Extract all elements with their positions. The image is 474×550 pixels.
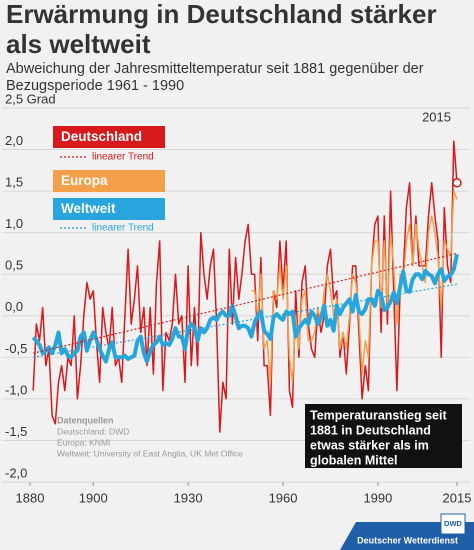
legend-label: Deutschland [61,129,142,144]
x-tick-label: 2015 [443,490,472,505]
footer-logo: DWD [444,519,462,528]
title-line: als weltweit [6,29,151,59]
footer-logo-box [440,513,466,535]
y-tick-label: 0,0 [5,299,23,314]
trend-line [33,283,458,358]
sources-line: Europa: KNMI [57,437,110,447]
series-line [251,190,458,384]
trend-line [33,252,458,354]
y-tick-label: 1,0 [5,216,23,231]
y-tick-label: 2,5 Grad [5,91,56,106]
footer-text: Deutscher Wetterdienst [357,535,458,545]
highlight-label: 2015 [422,109,451,124]
y-tick-label: 2,0 [5,133,23,148]
x-tick-label: 1880 [16,490,45,505]
x-tick-label: 1960 [269,490,298,505]
legend-label: Europa [61,173,108,188]
y-tick-label: -1,0 [5,382,27,397]
subtitle-line: Abweichung der Jahresmitteltemperatur se… [6,61,424,77]
y-tick-label: 0,5 [5,258,23,273]
subtitle-line: Bezugsperiode 1961 - 1990 [6,78,184,94]
x-tick-label: 1990 [363,490,392,505]
legend-label: Weltweit [61,201,116,216]
annotation-line: globalen Mittel [310,453,398,467]
legend-box [53,198,165,220]
y-tick-label: 1,5 [5,175,23,190]
legend-label: linearer Trend [92,223,154,234]
annotation-line: Temperaturanstieg seit [310,408,447,422]
annotation-box [305,404,462,468]
sources-title: Datenquellen [57,415,114,425]
sources-line: Weltweit: University of East Anglia, UK … [57,448,243,458]
y-tick-label: -0,5 [5,341,27,356]
sources-line: Deutschland: DWD [57,426,129,436]
x-tick-label: 1930 [174,490,203,505]
legend-box [53,170,165,192]
annotation-line: etwas stärker als im [310,438,429,452]
title-line: Erwärmung in Deutschland stärker [6,0,437,29]
series-line [31,253,459,364]
y-tick-label: -2,0 [5,465,27,480]
annotation-line: 1881 in Deutschland [310,423,431,437]
highlight-marker [452,178,462,188]
legend-box [53,126,165,148]
x-tick-label: 1900 [79,490,108,505]
legend-label: linearer Trend [92,152,154,163]
y-tick-label: -1,5 [5,424,27,439]
